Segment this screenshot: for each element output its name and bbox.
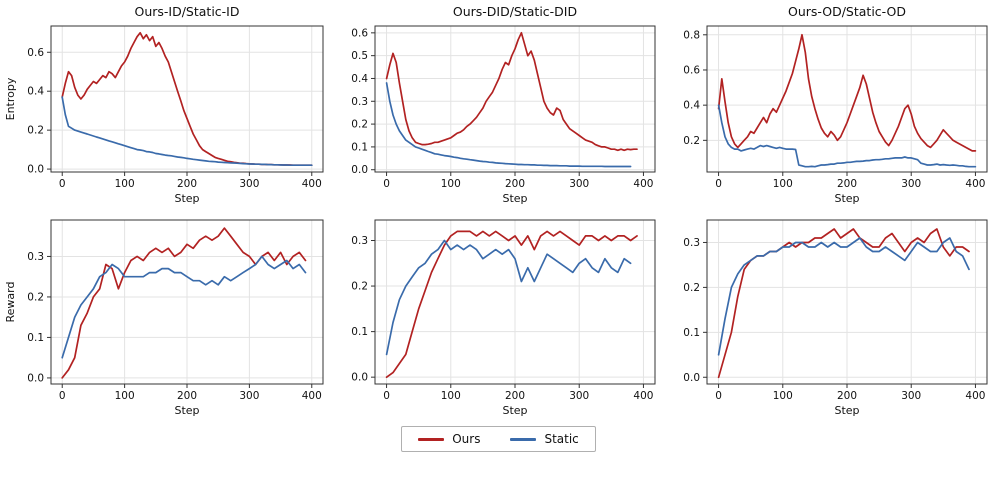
svg-text:100: 100: [440, 390, 460, 402]
svg-text:Ours-DID/Static-DID: Ours-DID/Static-DID: [452, 4, 576, 19]
svg-text:0.5: 0.5: [351, 50, 368, 62]
svg-text:Step: Step: [174, 404, 199, 417]
legend-label-static: Static: [544, 432, 579, 446]
chart-cell: 0 100 200 300 400 0.2 0.4 0.6 0.8 Ours-OD/Static-…: [665, 2, 997, 208]
chart-cell: 0 100 200 300 400 0.0 0.2 0.4 0.6 Ours-ID/Static-…: [1, 2, 333, 208]
svg-text:0.3: 0.3: [27, 251, 44, 263]
svg-text:0: 0: [715, 178, 722, 190]
svg-text:0.2: 0.2: [351, 281, 368, 293]
svg-text:Ours-ID/Static-ID: Ours-ID/Static-ID: [134, 4, 239, 19]
svg-text:Step: Step: [834, 192, 859, 205]
svg-text:0.0: 0.0: [351, 372, 368, 384]
chart-cell: 0 100 200 300 400 0.0 0.1 0.2 0.3 Step Reward: [1, 208, 333, 420]
svg-text:0.6: 0.6: [27, 47, 44, 59]
chart-entropy-id: 0 100 200 300 400 0.0 0.2 0.4 0.6 Ours-ID/Static-…: [4, 4, 323, 205]
svg-text:200: 200: [504, 178, 524, 190]
svg-text:0: 0: [383, 390, 390, 402]
svg-text:Step: Step: [834, 404, 859, 417]
legend-line-static-icon: [510, 437, 537, 441]
svg-text:400: 400: [965, 390, 985, 402]
svg-text:100: 100: [114, 390, 134, 402]
svg-text:100: 100: [440, 178, 460, 190]
svg-text:200: 200: [836, 178, 856, 190]
legend-label-ours: Ours: [452, 432, 481, 446]
chart-entropy-did: 0 100 200 300 400 0.0 0.1 0.2 0.3 0.4 0.5 0.6 Ours-D…: [351, 4, 655, 205]
svg-text:0.1: 0.1: [351, 326, 368, 338]
svg-text:Step: Step: [502, 192, 527, 205]
svg-text:300: 300: [901, 178, 921, 190]
svg-text:0.6: 0.6: [683, 64, 700, 76]
svg-text:400: 400: [301, 178, 321, 190]
svg-text:400: 400: [633, 178, 653, 190]
svg-text:Entropy: Entropy: [4, 77, 17, 120]
chart-reward-od: 0 100 200 300 400 0.0 0.1 0.2 0.3 Step: [683, 219, 987, 417]
chart-cell: 0 100 200 300 400 0.0 0.1 0.2 0.3 0.4 0.5 0.6 Ours-D…: [333, 2, 665, 208]
svg-text:300: 300: [239, 390, 259, 402]
svg-text:0.2: 0.2: [683, 135, 700, 147]
svg-text:0.3: 0.3: [351, 235, 368, 247]
svg-text:100: 100: [772, 178, 792, 190]
chart-reward-did: 0 100 200 300 400 0.0 0.1 0.2 0.3 Step: [351, 219, 655, 417]
svg-text:400: 400: [633, 390, 653, 402]
svg-text:0: 0: [715, 390, 722, 402]
svg-text:300: 300: [239, 178, 259, 190]
svg-text:0.1: 0.1: [351, 141, 368, 153]
svg-text:0.0: 0.0: [351, 164, 368, 176]
svg-text:0.0: 0.0: [27, 164, 44, 176]
svg-text:300: 300: [569, 390, 589, 402]
svg-text:200: 200: [504, 390, 524, 402]
svg-text:200: 200: [176, 390, 196, 402]
svg-text:200: 200: [836, 390, 856, 402]
svg-text:Ours-OD/Static-OD: Ours-OD/Static-OD: [787, 4, 905, 19]
svg-text:300: 300: [569, 178, 589, 190]
svg-text:200: 200: [176, 178, 196, 190]
legend-item-ours: Ours: [418, 432, 480, 446]
svg-text:0.6: 0.6: [351, 27, 368, 39]
svg-text:400: 400: [965, 178, 985, 190]
chart-reward-id: 0 100 200 300 400 0.0 0.1 0.2 0.3 Step Reward: [4, 219, 323, 417]
chart-entropy-od: 0 100 200 300 400 0.2 0.4 0.6 0.8 Ours-OD/Static-…: [683, 4, 987, 205]
legend-box: Ours Static: [401, 426, 596, 452]
svg-text:0.0: 0.0: [27, 372, 44, 384]
svg-text:300: 300: [901, 390, 921, 402]
svg-text:0.4: 0.4: [351, 73, 368, 85]
svg-text:0.1: 0.1: [27, 332, 44, 344]
svg-text:0.2: 0.2: [683, 282, 700, 294]
svg-text:0.2: 0.2: [351, 119, 368, 131]
svg-text:0.3: 0.3: [683, 237, 700, 249]
svg-text:0.1: 0.1: [683, 327, 700, 339]
svg-text:0.2: 0.2: [27, 291, 44, 303]
svg-text:Step: Step: [174, 192, 199, 205]
svg-text:0.8: 0.8: [683, 29, 700, 41]
svg-text:0: 0: [58, 178, 65, 190]
svg-text:Reward: Reward: [4, 282, 17, 323]
svg-text:0.4: 0.4: [27, 86, 44, 98]
chart-cell: 0 100 200 300 400 0.0 0.1 0.2 0.3 Step: [333, 208, 665, 420]
chart-cell: 0 100 200 300 400 0.0 0.1 0.2 0.3 Step: [665, 208, 997, 420]
svg-text:100: 100: [114, 178, 134, 190]
svg-text:400: 400: [301, 390, 321, 402]
svg-text:0: 0: [58, 390, 65, 402]
chart-grid: 0 100 200 300 400 0.0 0.2 0.4 0.6 Ours-ID/Static-…: [1, 2, 997, 420]
svg-text:100: 100: [772, 390, 792, 402]
svg-text:0.2: 0.2: [27, 125, 44, 137]
svg-text:0.0: 0.0: [683, 372, 700, 384]
svg-text:0.4: 0.4: [683, 100, 700, 112]
legend-line-ours-icon: [418, 437, 445, 441]
svg-text:0: 0: [383, 178, 390, 190]
svg-text:Step: Step: [502, 404, 527, 417]
legend-item-static: Static: [510, 432, 579, 446]
svg-text:0.3: 0.3: [351, 96, 368, 108]
